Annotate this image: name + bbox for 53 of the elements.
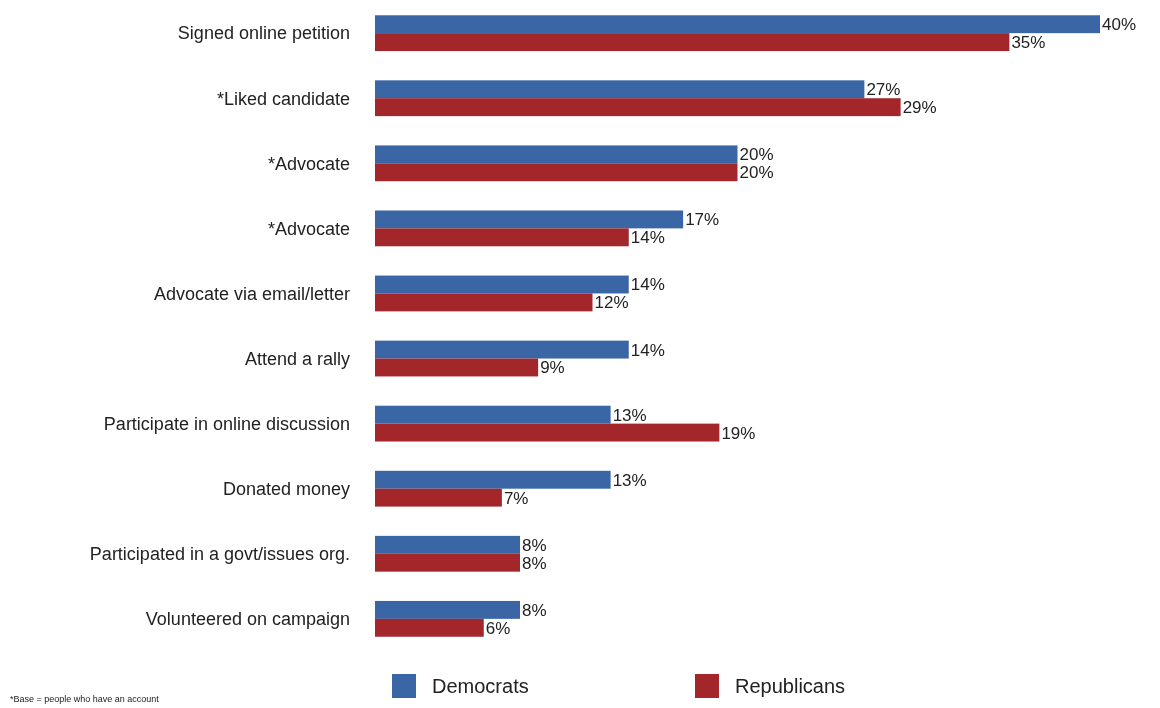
data-label: 19% bbox=[721, 423, 756, 443]
bar bbox=[375, 618, 484, 637]
data-label: 35% bbox=[1011, 33, 1046, 53]
bar bbox=[375, 98, 901, 117]
bar bbox=[375, 228, 629, 247]
data-label: 9% bbox=[540, 358, 565, 378]
y-tick-label: Participated in a govt/issues org. bbox=[89, 544, 350, 565]
bar bbox=[375, 553, 520, 572]
bar bbox=[375, 145, 738, 164]
data-label: 29% bbox=[902, 98, 937, 118]
data-label: 14% bbox=[630, 228, 665, 248]
bar bbox=[375, 423, 720, 442]
legend-label: Democrats bbox=[432, 675, 529, 697]
data-label: 20% bbox=[739, 145, 774, 165]
bar bbox=[375, 15, 1100, 34]
y-tick-label: Advocate via email/letter bbox=[153, 283, 350, 304]
bar bbox=[375, 210, 684, 229]
y-tick-label: *Liked candidate bbox=[216, 88, 350, 109]
data-label: 8% bbox=[522, 535, 547, 555]
bar bbox=[375, 275, 629, 294]
bar bbox=[375, 33, 1010, 52]
y-tick-label: *Advocate bbox=[267, 218, 350, 239]
data-label: 27% bbox=[866, 80, 901, 100]
data-label: 12% bbox=[594, 293, 629, 313]
data-label: 14% bbox=[630, 340, 665, 360]
data-label: 13% bbox=[612, 470, 647, 490]
y-tick-label: Participate in online discussion bbox=[103, 413, 350, 434]
y-tick-label: Signed online petition bbox=[177, 23, 350, 44]
text: *Base = people who have an account bbox=[10, 694, 160, 704]
bar bbox=[375, 600, 520, 619]
data-label: 6% bbox=[485, 618, 511, 638]
data-label: 8% bbox=[522, 600, 547, 620]
legend-label: Republicans bbox=[735, 675, 846, 697]
bar bbox=[375, 358, 539, 377]
y-tick-label: Volunteered on campaign bbox=[145, 609, 350, 630]
bar bbox=[375, 293, 593, 312]
data-label: 20% bbox=[739, 163, 774, 183]
bar bbox=[375, 405, 611, 424]
data-label: 13% bbox=[612, 405, 647, 425]
bar bbox=[375, 488, 502, 507]
bar bbox=[375, 163, 738, 182]
data-label: 14% bbox=[630, 275, 665, 295]
bar bbox=[375, 470, 611, 489]
bar bbox=[375, 535, 520, 554]
data-label: 7% bbox=[503, 488, 529, 508]
bar bbox=[375, 340, 629, 359]
data-label: 8% bbox=[522, 553, 547, 573]
y-tick-label: Donated money bbox=[222, 478, 350, 499]
data-label: 40% bbox=[1102, 15, 1137, 35]
y-tick-label: Attend a rally bbox=[244, 348, 350, 369]
data-label: 17% bbox=[685, 210, 720, 230]
y-tick-label: *Advocate bbox=[267, 153, 350, 174]
bar bbox=[375, 80, 865, 99]
